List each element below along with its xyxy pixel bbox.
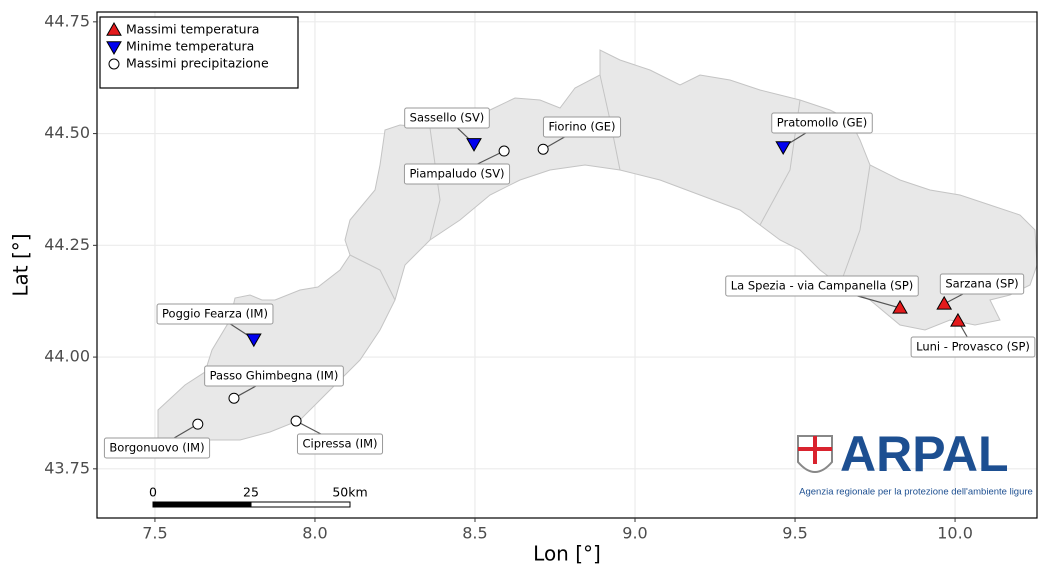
legend-marker bbox=[108, 58, 120, 70]
x-tick-label: 9.5 bbox=[782, 524, 807, 543]
legend-marker bbox=[106, 41, 122, 56]
label-box bbox=[939, 273, 1025, 295]
point-label: Poggio Fearza (IM) bbox=[162, 307, 268, 321]
y-tick-label: 44.50 bbox=[44, 123, 90, 142]
label-box bbox=[771, 112, 873, 134]
marker bbox=[537, 143, 549, 155]
scale-bar-white bbox=[250, 501, 351, 508]
point-label: Pratomollo (GE) bbox=[777, 116, 868, 130]
marker bbox=[290, 415, 302, 427]
region-liguria bbox=[157, 49, 1038, 443]
y-tick-label: 44.00 bbox=[44, 347, 90, 366]
marker bbox=[950, 312, 966, 327]
marker bbox=[498, 145, 510, 157]
legend: Massimi temperatura Minime temperatura Mas… bbox=[99, 16, 299, 89]
label-box bbox=[103, 437, 211, 459]
scale-bar: 0 25 50km bbox=[149, 485, 368, 508]
marker bbox=[228, 392, 240, 404]
scale-label: 0 bbox=[149, 485, 157, 500]
y-tick-label: 44.75 bbox=[44, 11, 90, 30]
label-box bbox=[204, 365, 344, 387]
x-tick-label: 7.5 bbox=[142, 524, 167, 543]
point-label: La Spezia - via Campanella (SP) bbox=[731, 279, 914, 293]
legend-marker bbox=[106, 21, 122, 36]
x-tick-label: 10.0 bbox=[937, 524, 973, 543]
legend-label: Massimi temperatura bbox=[126, 22, 259, 37]
label-box bbox=[542, 116, 622, 138]
point-label: Fiorino (GE) bbox=[548, 120, 615, 134]
label-box bbox=[404, 107, 490, 129]
marker bbox=[192, 418, 204, 430]
label-box bbox=[725, 275, 919, 297]
marker bbox=[775, 141, 792, 156]
logo-name: ARPAL bbox=[840, 426, 1009, 482]
y-tick-label: 43.75 bbox=[44, 458, 90, 477]
legend-label: Minime temperatura bbox=[126, 39, 254, 54]
scale-label: 50km bbox=[332, 485, 367, 500]
x-tick-label: 8.0 bbox=[302, 524, 327, 543]
label-box bbox=[403, 163, 511, 185]
logo-subtitle: Agenzia regionale per la protezione dell… bbox=[799, 487, 1033, 498]
x-axis-label: Lon [°] bbox=[533, 542, 601, 566]
x-tick-label: 9.0 bbox=[622, 524, 647, 543]
marker bbox=[892, 299, 908, 314]
point-label: Luni - Provasco (SP) bbox=[916, 340, 1030, 354]
point-label: Sassello (SV) bbox=[410, 111, 485, 125]
x-tick-label: 8.5 bbox=[462, 524, 487, 543]
legend-label: Massimi precipitazione bbox=[126, 56, 269, 71]
point-label: Piampaludo (SV) bbox=[409, 167, 504, 181]
label-box bbox=[156, 303, 274, 325]
logo-cross bbox=[798, 447, 832, 451]
legend-box bbox=[99, 16, 299, 89]
marker bbox=[936, 295, 953, 310]
markers bbox=[192, 138, 966, 430]
point-label: Cipressa (IM) bbox=[302, 437, 377, 451]
y-axis-label: Lat [°] bbox=[9, 233, 33, 296]
point-label: Passo Ghimbegna (IM) bbox=[210, 369, 339, 383]
scale-label: 25 bbox=[243, 485, 259, 500]
y-tick-label: 44.25 bbox=[44, 235, 90, 254]
marker bbox=[245, 333, 262, 348]
label-box bbox=[296, 433, 384, 455]
panel-border bbox=[96, 11, 1038, 519]
logo: ARPAL Agenzia regionale per la protezion… bbox=[797, 426, 1033, 498]
label-box bbox=[910, 336, 1036, 358]
labels: La Spezia - via Campanella (SP) Sarzana (… bbox=[103, 107, 1036, 459]
marker bbox=[466, 138, 482, 152]
scale-bar-black bbox=[152, 501, 252, 508]
point-label: Sarzana (SP) bbox=[945, 277, 1018, 291]
point-label: Borgonuovo (IM) bbox=[109, 441, 204, 455]
